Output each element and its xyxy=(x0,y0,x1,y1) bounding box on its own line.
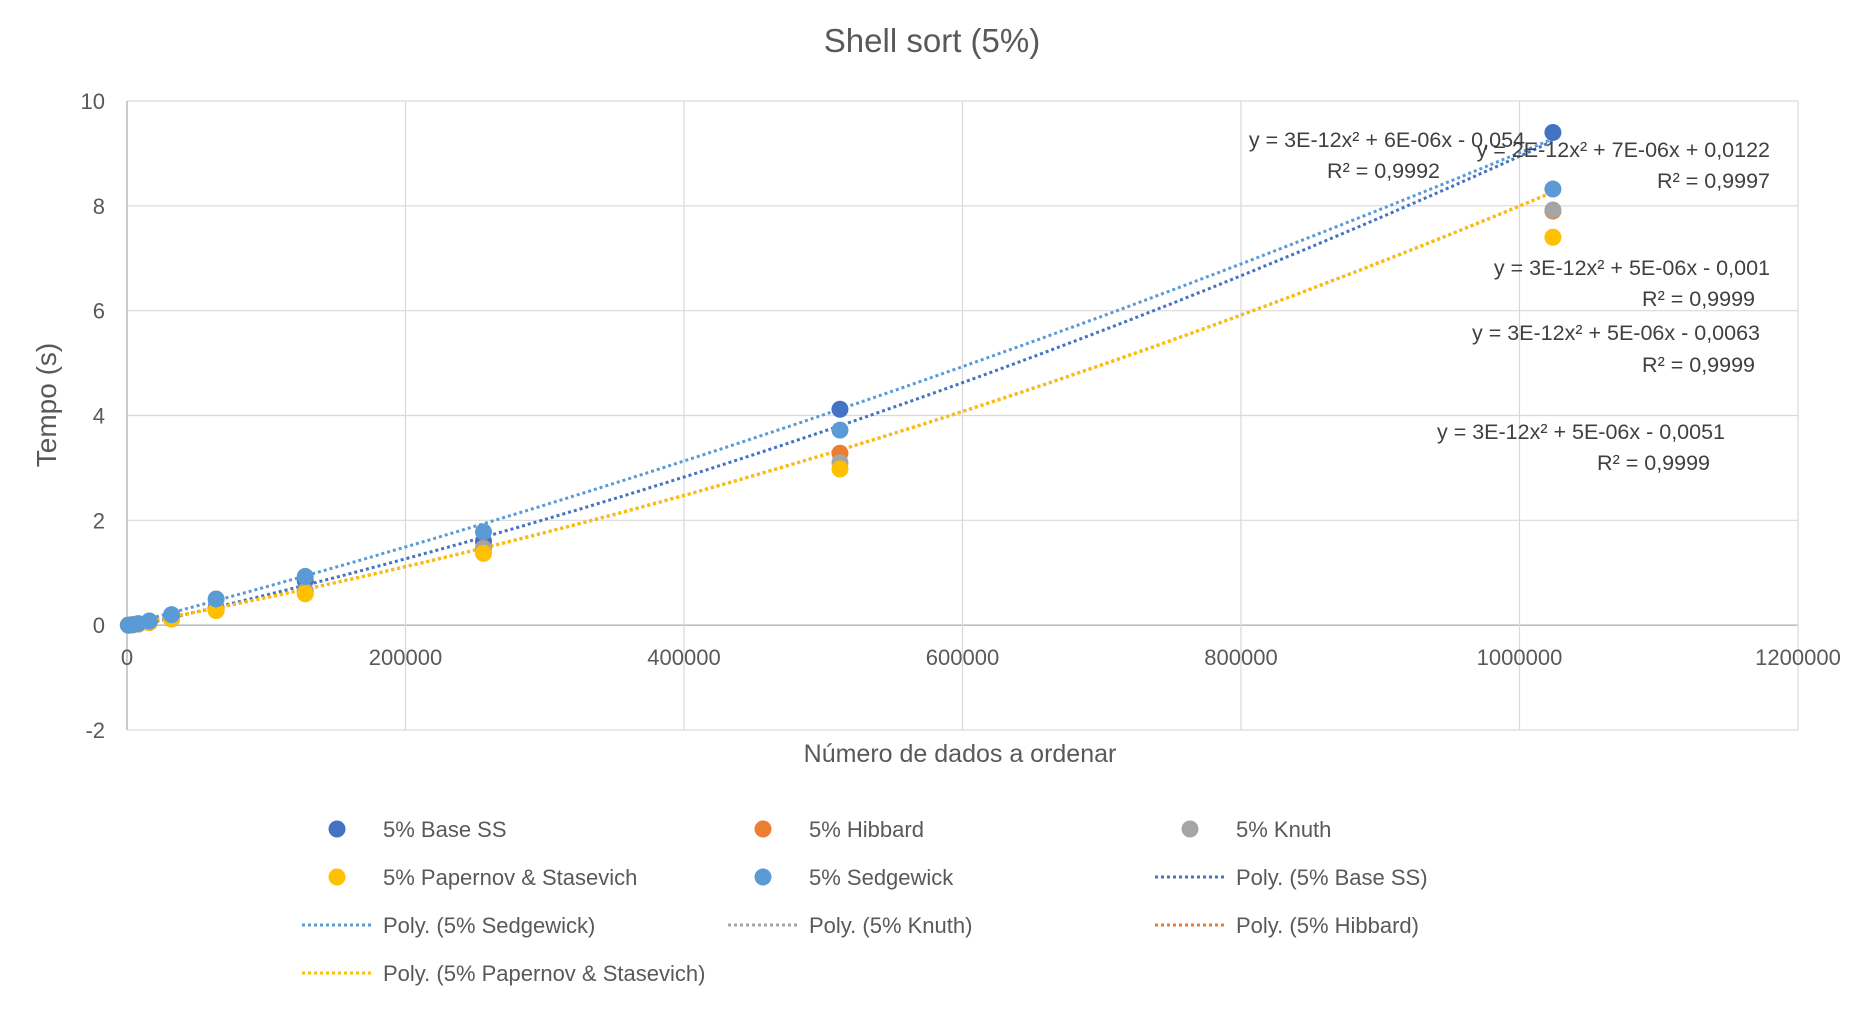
chart-title: Shell sort (5%) xyxy=(824,22,1040,59)
trendline-equation: y = 3E-12x² + 5E-06x - 0,001 xyxy=(1494,256,1770,280)
x-tick-label: 400000 xyxy=(647,645,720,670)
x-tick-label: 1200000 xyxy=(1755,645,1841,670)
legend-marker xyxy=(1181,820,1199,838)
legend-marker xyxy=(754,868,772,886)
legend-label: 5% Hibbard xyxy=(809,817,924,842)
trendline-r2: R² = 0,9997 xyxy=(1657,169,1770,193)
y-tick-label: 8 xyxy=(93,194,105,219)
data-point xyxy=(163,606,181,624)
x-tick-label: 200000 xyxy=(369,645,442,670)
y-tick-label: 2 xyxy=(93,508,105,533)
y-tick-label: 10 xyxy=(81,89,105,114)
data-point xyxy=(140,612,158,630)
legend-marker xyxy=(328,820,346,838)
x-axis-title: Número de dados a ordenar xyxy=(804,740,1117,768)
legend: 5% Base SS 5% Hibbard 5% Knuth 5% Papernov … xyxy=(302,817,1428,986)
trendline-r2: R² = 0,9999 xyxy=(1642,287,1755,311)
trendline xyxy=(126,139,1554,630)
data-point xyxy=(1544,201,1562,219)
y-axis-title: Tempo (s) xyxy=(31,343,62,467)
legend-label: 5% Knuth xyxy=(1236,817,1331,842)
data-points xyxy=(119,123,1562,634)
legend-label: 5% Papernov & Stasevich xyxy=(383,865,637,890)
y-tick-label: 4 xyxy=(93,404,105,429)
data-point xyxy=(1544,123,1562,141)
data-point xyxy=(296,567,314,585)
data-point xyxy=(831,400,849,418)
data-point xyxy=(831,460,849,478)
gridlines xyxy=(126,100,1799,731)
y-tick-label: 6 xyxy=(93,299,105,324)
x-tick-label: 600000 xyxy=(926,645,999,670)
trendline-equations: y = 3E-12x² + 6E-06x - 0,054 R² = 0,9992 y… xyxy=(1249,128,1770,475)
trendline-r2: R² = 0,9999 xyxy=(1597,451,1710,475)
legend-label: Poly. (5% Papernov & Stasevich) xyxy=(383,961,705,986)
legend-label: 5% Sedgewick xyxy=(809,865,954,890)
trendline-equation: y = 3E-12x² + 5E-06x - 0,0063 xyxy=(1472,321,1760,345)
trendline-r2: R² = 0,9992 xyxy=(1327,159,1440,183)
legend-marker xyxy=(328,868,346,886)
data-point xyxy=(831,421,849,439)
trendline-equation: y = 2E-12x² + 7E-06x + 0,0122 xyxy=(1477,138,1770,162)
x-tick-label: 800000 xyxy=(1204,645,1277,670)
x-tick-labels: 0 200000 400000 600000 800000 1000000 1200000 xyxy=(121,645,1841,670)
y-tick-label: 0 xyxy=(93,613,105,638)
trendline-equation: y = 3E-12x² + 6E-06x - 0,054 xyxy=(1249,128,1525,152)
data-point xyxy=(474,523,492,541)
legend-marker xyxy=(754,820,772,838)
legend-label: Poly. (5% Hibbard) xyxy=(1236,913,1419,938)
trendline-equation: y = 3E-12x² + 5E-06x - 0,0051 xyxy=(1437,420,1725,444)
legend-label: 5% Base SS xyxy=(383,817,507,842)
trendline-r2: R² = 0,9999 xyxy=(1642,353,1755,377)
legend-label: Poly. (5% Sedgewick) xyxy=(383,913,595,938)
data-point xyxy=(1544,180,1562,198)
x-tick-label: 1000000 xyxy=(1477,645,1563,670)
data-point xyxy=(474,544,492,562)
data-point xyxy=(296,585,314,603)
legend-label: Poly. (5% Base SS) xyxy=(1236,865,1428,890)
legend-label: Poly. (5% Knuth) xyxy=(809,913,972,938)
data-point xyxy=(207,590,225,608)
y-tick-labels: -2 0 2 4 6 8 10 xyxy=(81,89,105,743)
x-tick-label: 0 xyxy=(121,645,133,670)
y-tick-label: -2 xyxy=(85,718,105,743)
data-point xyxy=(1544,228,1562,246)
